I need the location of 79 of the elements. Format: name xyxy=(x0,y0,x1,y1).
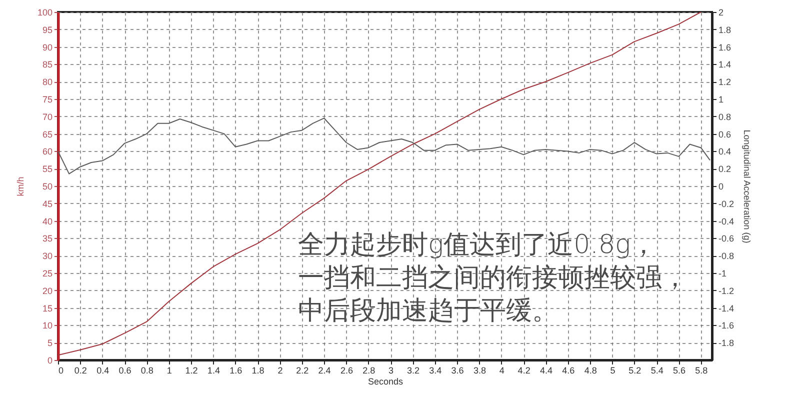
x-tick-label: 4.6 xyxy=(562,366,575,376)
y2-tick-label: -0.4 xyxy=(718,216,734,226)
x-tick-label: 3.6 xyxy=(451,366,464,376)
y-tick-label: 80 xyxy=(42,77,52,88)
x-tick-label: 3 xyxy=(388,366,394,376)
y2-tick-label: 1.8 xyxy=(718,24,732,35)
x-tick-label: 2.2 xyxy=(296,366,309,376)
x-tick-label: 5 xyxy=(610,366,616,376)
x-tick-label: 2.6 xyxy=(340,366,353,376)
y2-tick-label: 1.4 xyxy=(718,60,732,70)
x-tick-label: 0.2 xyxy=(74,366,87,376)
y-tick-label: 50 xyxy=(42,182,52,192)
y2-tick-label: 0 xyxy=(718,182,724,192)
y-tick-label: 55 xyxy=(42,164,52,174)
y-tick-label: 5 xyxy=(47,338,52,348)
y2-tick-label: 1 xyxy=(718,94,724,104)
y-tick-label: 75 xyxy=(42,94,52,104)
y-tick-label: 25 xyxy=(42,268,52,278)
y2-tick-label: -1.2 xyxy=(718,286,734,296)
y2-tick-label: 2 xyxy=(718,8,724,18)
y-tick-label: 90 xyxy=(42,42,52,52)
x-tick-label: 5.6 xyxy=(672,366,686,376)
y2-tick-label: -0.2 xyxy=(718,198,734,209)
y-tick-label: 20 xyxy=(42,286,52,296)
x-tick-label: 0 xyxy=(58,366,64,376)
x-tick-label: 0.6 xyxy=(118,366,132,376)
y2-tick-label: 1.2 xyxy=(718,77,732,88)
y-tick-label: 35 xyxy=(42,234,52,244)
x-tick-label: 0.4 xyxy=(96,366,110,376)
annotation: 一挡和二挡之间的衔接顿挫较强， xyxy=(298,263,688,293)
y-tick-label: 30 xyxy=(42,251,52,262)
y2-tick-label: 0.2 xyxy=(718,164,732,174)
x-tick-label: 1.4 xyxy=(207,366,220,376)
y-tick-label: 15 xyxy=(42,303,52,314)
annotation: 全力起步时g值达到了近0.8g， xyxy=(298,230,657,260)
x-tick-label: 1.8 xyxy=(252,366,264,376)
y2-tick-label: -1.8 xyxy=(718,338,734,348)
y2-tick-label: -0.6 xyxy=(718,234,734,244)
y-tick-label: 60 xyxy=(42,146,52,157)
y2-tick-label: 0.6 xyxy=(718,129,732,140)
y-tick-label: 65 xyxy=(42,129,52,140)
y-tick-label: 10 xyxy=(42,320,52,331)
x-tick-label: 2.8 xyxy=(362,366,376,376)
line-series xyxy=(58,12,702,356)
y-tick-label: 95 xyxy=(42,24,52,35)
x-tick-label: 5.8 xyxy=(695,366,708,376)
y2-tick-label: -1 xyxy=(718,268,727,278)
x-tick-label: 3.4 xyxy=(429,366,442,376)
x-tick-label: 1.6 xyxy=(230,366,242,376)
x-tick-label: 5.2 xyxy=(628,366,642,376)
y2-tick-label: 1.6 xyxy=(718,42,732,52)
x-tick-label: 2.4 xyxy=(318,366,331,376)
y-tick-label: 45 xyxy=(42,198,52,209)
y2-tick-label: 0.4 xyxy=(718,146,732,157)
y-axis-title: km/h xyxy=(15,176,26,196)
y2-axis-title: Longitudinal Acceleration (g) xyxy=(742,130,752,244)
y2-tick-label: -0.8 xyxy=(718,251,734,262)
line-series xyxy=(58,118,710,174)
y-tick-label: 85 xyxy=(42,60,52,70)
x-tick-label: 4.8 xyxy=(584,366,597,376)
x-tick-label: 2 xyxy=(278,366,283,376)
x-tick-label: 1.2 xyxy=(185,366,198,376)
y-tick-label: 40 xyxy=(42,216,52,226)
x-axis-title: Seconds xyxy=(368,376,404,386)
x-tick-label: 4.4 xyxy=(540,366,552,376)
x-tick-label: 4 xyxy=(499,366,504,376)
x-tick-label: 3.2 xyxy=(406,366,420,376)
x-tick-label: 1 xyxy=(166,366,172,376)
x-tick-label: 3.8 xyxy=(473,366,486,376)
y-tick-label: 100 xyxy=(37,8,52,18)
y2-tick-label: -1.4 xyxy=(718,303,734,314)
x-tick-label: 0.8 xyxy=(140,366,154,376)
y2-tick-label: 0.8 xyxy=(718,112,732,122)
y-tick-label: 0 xyxy=(47,356,52,366)
x-tick-label: 5.4 xyxy=(650,366,664,376)
y-tick-label: 70 xyxy=(42,112,52,122)
x-tick-label: 4.2 xyxy=(518,366,530,376)
y2-tick-label: -1.6 xyxy=(718,320,734,331)
annotation: 中后段加速趋于平缓。 xyxy=(298,296,558,326)
